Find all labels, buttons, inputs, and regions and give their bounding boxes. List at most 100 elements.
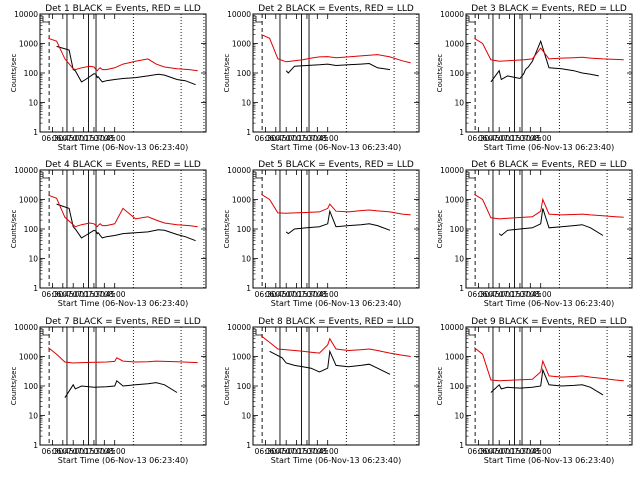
x-axis-label: Start Time (06-Nov-13 06:23:40) — [58, 143, 188, 152]
y-tick-label: 1000 — [19, 40, 38, 49]
x-tick-label: 07:45 — [307, 134, 329, 143]
x-tick-label: 07:15 — [499, 134, 521, 143]
x-tick-label: 07:45 — [94, 447, 116, 456]
corner-marker — [468, 329, 475, 336]
chart-title: Det 7 BLACK = Events, RED = LLD — [45, 317, 201, 327]
x-tick-label: 07:00 — [488, 134, 510, 143]
chart-panel-1: Det 1 BLACK = Events, RED = LLD 1 10 100 100… — [10, 4, 207, 152]
x-tick-label: 07:00 — [275, 447, 297, 456]
y-tick-label: 1000 — [445, 353, 464, 362]
plot-frame — [39, 13, 207, 133]
x-tick-label: 08:00 — [104, 447, 126, 456]
x-tick-label: 07:30 — [83, 447, 105, 456]
y-tick-label: 1000 — [232, 353, 251, 362]
plot-frame — [252, 13, 420, 133]
x-axis-label: Start Time (06-Nov-13 06:23:40) — [484, 456, 614, 465]
series-line-events — [490, 39, 599, 83]
y-axis-label: Counts/sec — [436, 54, 444, 93]
y-tick-label: 1000 — [232, 196, 251, 205]
y-tick-label: 1 — [246, 441, 251, 450]
y-tick-label: 10 — [241, 255, 251, 264]
x-tick-label: 06:30 — [42, 447, 64, 456]
x-axis-label: Start Time (06-Nov-13 06:23:40) — [58, 299, 188, 308]
chart-panel-3: Det 3 BLACK = Events, RED = LLD 1 10 100 100… — [436, 4, 633, 152]
x-tick-label: 07:45 — [520, 447, 542, 456]
y-tick-label: 10000 — [227, 323, 251, 332]
y-tick-label: 1000 — [232, 40, 251, 49]
x-tick-label: 07:45 — [520, 290, 542, 299]
chart-title: Det 5 BLACK = Events, RED = LLD — [258, 160, 414, 170]
y-tick-label: 10000 — [227, 10, 251, 19]
y-tick-label: 1 — [459, 128, 464, 137]
x-tick-label: 06:30 — [468, 447, 490, 456]
x-tick-label: 07:00 — [62, 447, 84, 456]
y-tick-label: 1 — [246, 284, 251, 293]
x-tick-label: 07:45 — [94, 134, 116, 143]
x-tick-label: 07:15 — [73, 290, 95, 299]
x-tick-label: 07:15 — [73, 447, 95, 456]
x-tick-label: 06:30 — [255, 447, 277, 456]
y-tick-label: 1000 — [445, 196, 464, 205]
x-tick-label: 07:15 — [73, 134, 95, 143]
x-tick-label: 08:00 — [530, 290, 552, 299]
y-tick-label: 100 — [450, 69, 465, 78]
series-line-lld — [260, 335, 411, 357]
series-line-events — [56, 203, 196, 242]
y-axis-label: Counts/sec — [436, 210, 444, 249]
x-tick-label: 07:15 — [286, 447, 308, 456]
x-tick-label: 08:00 — [104, 134, 126, 143]
x-tick-label: 07:30 — [509, 134, 531, 143]
y-axis-label: Counts/sec — [436, 367, 444, 406]
x-tick-label: 06:30 — [468, 134, 490, 143]
x-tick-label: 07:30 — [296, 134, 318, 143]
plot-frame — [465, 326, 633, 446]
chart-title: Det 8 BLACK = Events, RED = LLD — [258, 317, 414, 327]
x-tick-label: 06:45 — [265, 134, 287, 143]
plot-frame — [252, 169, 420, 289]
x-tick-label: 08:00 — [104, 290, 126, 299]
chart-title: Det 4 BLACK = Events, RED = LLD — [45, 160, 201, 170]
y-tick-label: 1 — [33, 284, 38, 293]
y-tick-label: 10 — [28, 255, 38, 264]
chart-panel-8: Det 8 BLACK = Events, RED = LLD 1 10 100 100… — [223, 317, 420, 465]
plot-frame — [465, 13, 633, 133]
x-tick-label: 08:00 — [317, 134, 339, 143]
y-axis-label: Counts/sec — [223, 367, 231, 406]
chart-title: Det 9 BLACK = Events, RED = LLD — [471, 317, 627, 327]
corner-marker — [468, 16, 475, 23]
x-axis-label: Start Time (06-Nov-13 06:23:40) — [271, 143, 401, 152]
y-tick-label: 100 — [450, 225, 465, 234]
series-line-events — [269, 349, 391, 375]
y-axis-label: Counts/sec — [223, 54, 231, 93]
y-axis-label: Counts/sec — [223, 210, 231, 249]
corner-marker — [255, 329, 262, 336]
x-tick-label: 07:45 — [94, 290, 116, 299]
x-tick-label: 07:30 — [83, 290, 105, 299]
series-line-lld — [48, 194, 198, 228]
y-tick-label: 1000 — [19, 196, 38, 205]
x-tick-label: 06:30 — [468, 290, 490, 299]
series-line-lld — [261, 193, 411, 216]
x-tick-label: 06:45 — [478, 290, 500, 299]
corner-marker — [255, 16, 262, 23]
y-tick-label: 1 — [246, 128, 251, 137]
y-tick-label: 100 — [450, 382, 465, 391]
series-line-events — [498, 208, 604, 237]
y-tick-label: 10000 — [440, 166, 464, 175]
y-tick-label: 10 — [241, 412, 251, 421]
chart-panel-6: Det 6 BLACK = Events, RED = LLD 1 10 100 100… — [436, 160, 633, 308]
x-tick-label: 06:45 — [52, 447, 74, 456]
y-axis-label: Counts/sec — [10, 210, 18, 249]
corner-marker — [468, 172, 475, 179]
series-line-events — [490, 367, 604, 396]
series-line-events — [56, 45, 196, 86]
x-tick-label: 06:45 — [265, 290, 287, 299]
x-tick-label: 07:00 — [275, 134, 297, 143]
x-axis-label: Start Time (06-Nov-13 06:23:40) — [484, 299, 614, 308]
x-axis-label: Start Time (06-Nov-13 06:23:40) — [271, 456, 401, 465]
y-tick-label: 100 — [24, 225, 39, 234]
x-tick-label: 06:45 — [52, 134, 74, 143]
y-tick-label: 1 — [33, 128, 38, 137]
x-tick-label: 07:30 — [296, 447, 318, 456]
